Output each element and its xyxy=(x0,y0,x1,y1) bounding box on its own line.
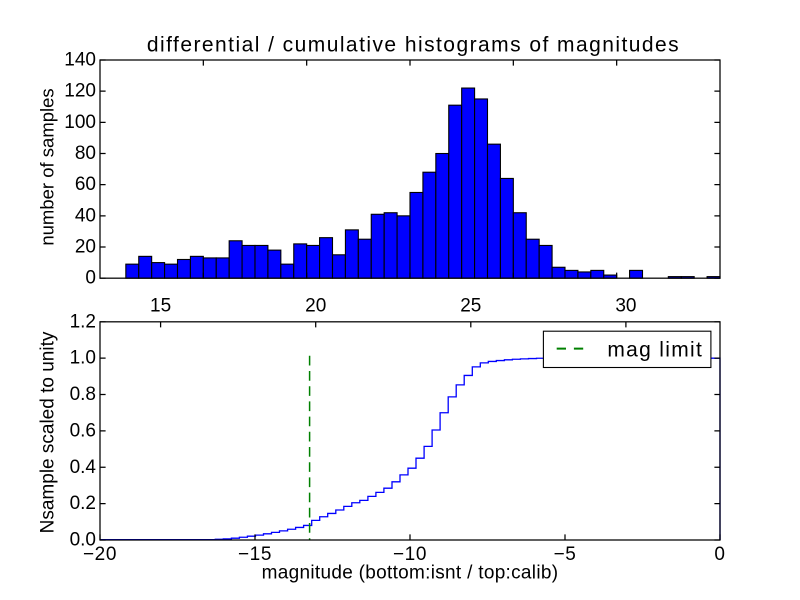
svg-text:1.0: 1.0 xyxy=(70,348,96,369)
svg-text:100: 100 xyxy=(64,112,96,133)
svg-text:magnitude (bottom:isnt / top:c: magnitude (bottom:isnt / top:calib) xyxy=(262,563,559,584)
svg-text:120: 120 xyxy=(64,81,96,102)
svg-text:20: 20 xyxy=(305,296,326,317)
svg-text:80: 80 xyxy=(75,143,96,164)
svg-text:0.6: 0.6 xyxy=(70,420,96,441)
svg-text:25: 25 xyxy=(460,296,481,317)
svg-text:140: 140 xyxy=(64,50,96,71)
svg-text:1.2: 1.2 xyxy=(70,311,96,332)
svg-text:differential / cumulative hist: differential / cumulative histograms of … xyxy=(147,34,680,57)
svg-text:−15: −15 xyxy=(238,544,272,565)
svg-text:20: 20 xyxy=(75,237,96,258)
svg-text:60: 60 xyxy=(75,174,96,195)
svg-text:0.4: 0.4 xyxy=(70,457,97,478)
svg-text:mag limit: mag limit xyxy=(607,338,703,361)
svg-text:0.8: 0.8 xyxy=(70,384,96,405)
svg-text:−10: −10 xyxy=(393,544,427,565)
svg-text:0: 0 xyxy=(714,544,725,565)
svg-text:30: 30 xyxy=(615,296,636,317)
svg-text:0.0: 0.0 xyxy=(70,530,96,551)
svg-text:0.2: 0.2 xyxy=(70,493,96,514)
svg-text:0: 0 xyxy=(85,268,96,289)
svg-text:−5: −5 xyxy=(554,544,577,565)
svg-text:40: 40 xyxy=(75,205,96,226)
svg-text:Nsample scaled to unity: Nsample scaled to unity xyxy=(37,331,58,533)
svg-text:15: 15 xyxy=(150,296,171,317)
svg-text:−20: −20 xyxy=(83,544,117,565)
svg-text:number of samples: number of samples xyxy=(36,88,57,245)
